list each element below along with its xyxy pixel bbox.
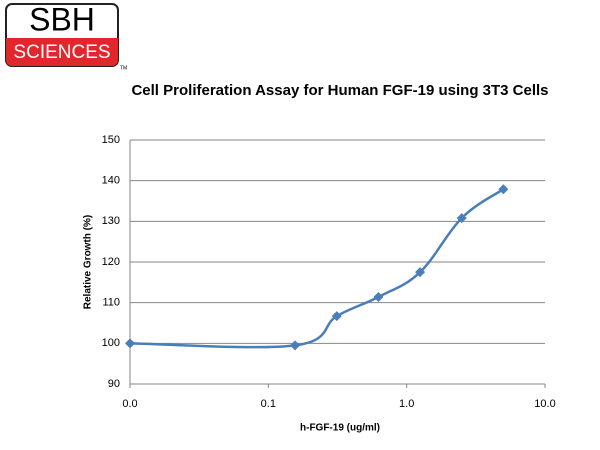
data-point: [498, 184, 509, 195]
data-point: [415, 267, 426, 278]
x-tick-label: 1.0: [399, 398, 414, 410]
y-tick-label: 110: [102, 297, 120, 309]
x-tick-label: 0.1: [261, 398, 276, 410]
logo-mark: TM: [120, 65, 127, 71]
logo: SBH SCIENCES TM: [5, 1, 127, 71]
x-axis-label: h-FGF-19 (ug/ml): [300, 423, 380, 434]
data-point: [373, 291, 384, 302]
y-tick-label: 120: [102, 256, 120, 268]
y-axis-label: Relative Growth (%): [83, 215, 94, 309]
y-tick-label: 100: [102, 337, 120, 349]
x-tick-label: 10.0: [534, 398, 555, 410]
series-line: [129, 188, 505, 349]
logo-band: [6, 38, 118, 66]
y-tick-label: 90: [108, 378, 120, 390]
logo-subname: SCIENCES: [13, 42, 110, 63]
data-point: [125, 338, 135, 349]
data-point: [290, 340, 301, 351]
y-tick-label: 140: [102, 175, 120, 187]
logo-name: SBH: [29, 1, 95, 37]
x-tick-label: 0.0: [122, 398, 137, 410]
data-point: [331, 311, 342, 322]
chart-title: Cell Proliferation Assay for Human FGF-1…: [131, 82, 549, 99]
y-tick-label: 150: [102, 134, 120, 146]
data-point: [456, 213, 467, 224]
y-tick-label: 130: [102, 215, 120, 227]
